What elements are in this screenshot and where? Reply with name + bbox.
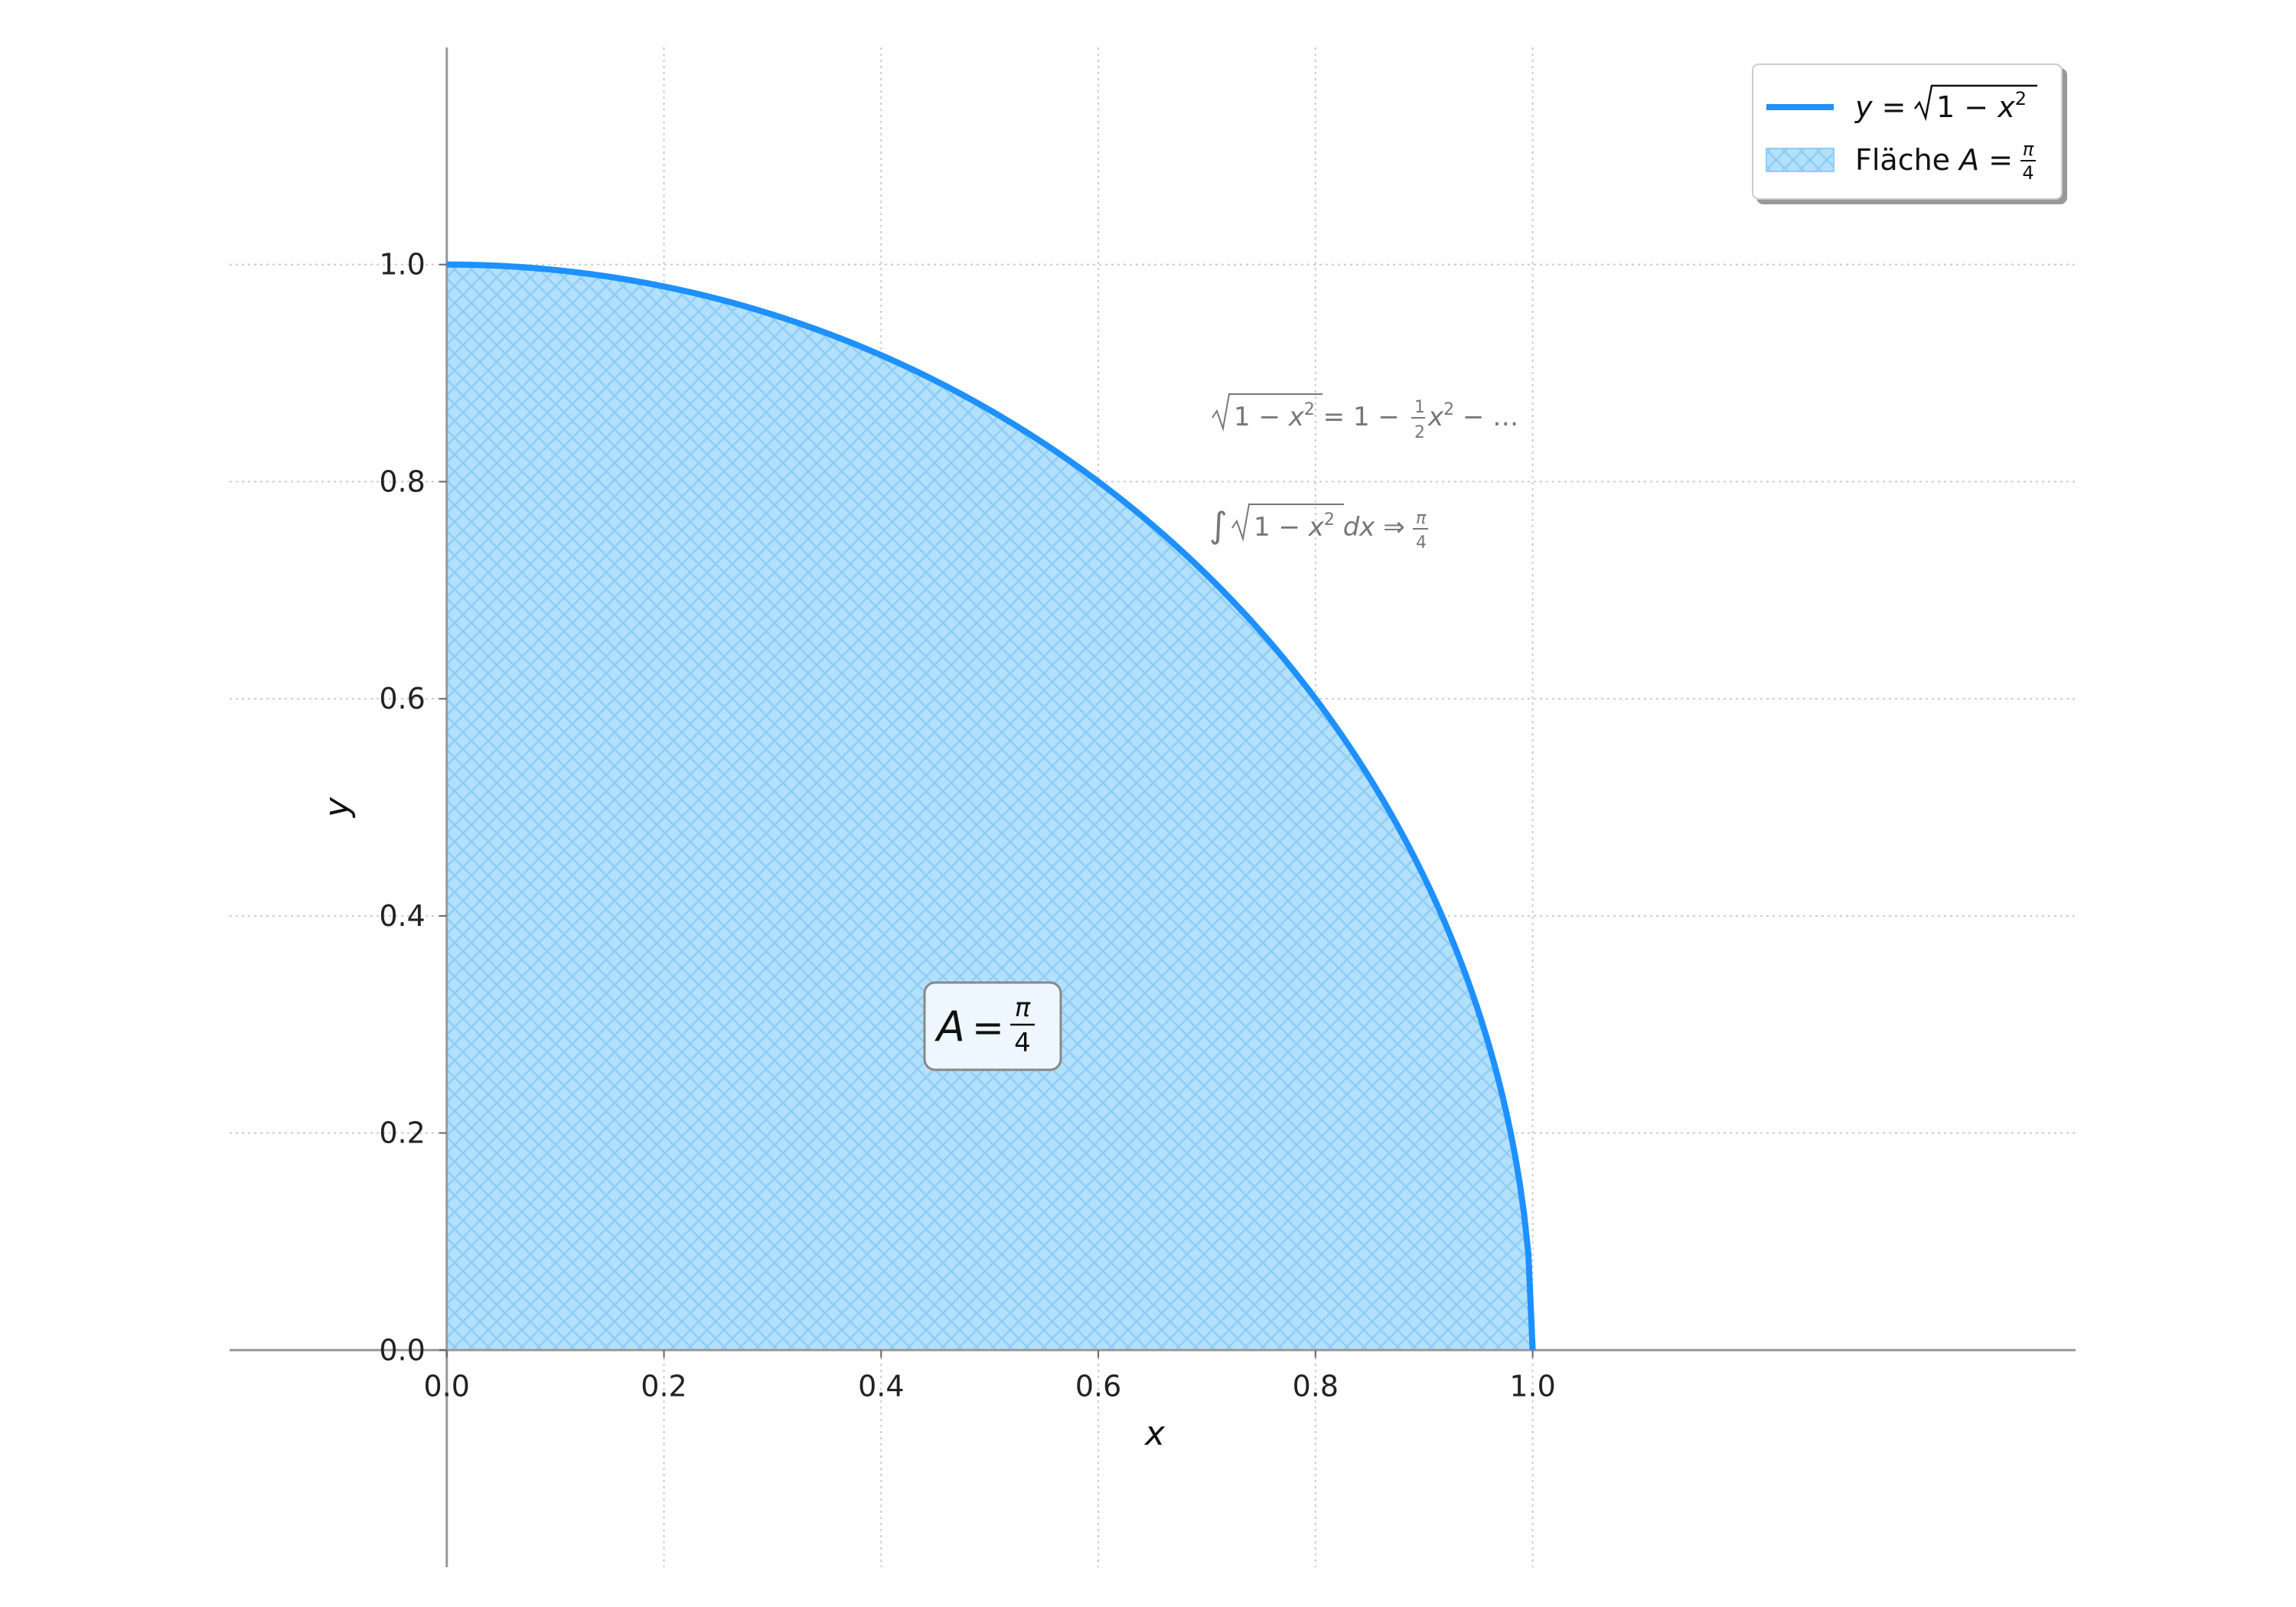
y-tick-label-2: 0.4	[379, 899, 425, 933]
svg-text:π: π	[1015, 993, 1031, 1023]
legend-entry-curve: y =	[1854, 90, 1906, 124]
integral-annotation: ∫ 1 − x2 dx ⇒ π 4	[1209, 504, 1428, 553]
svg-text:A: A	[934, 1002, 965, 1051]
x-tick-label-5: 1.0	[1509, 1369, 1555, 1403]
y-tick-label-3: 0.6	[379, 682, 425, 715]
svg-text:π: π	[2023, 139, 2034, 160]
svg-text:1 − x2: 1 − x2	[1936, 88, 2027, 124]
area-layer	[446, 264, 1533, 1351]
y-tick-label-5: 1.0	[379, 248, 425, 282]
svg-text:4: 4	[1416, 533, 1427, 553]
area-label: A = π 4	[923, 981, 1062, 1071]
svg-text:∫: ∫	[1209, 504, 1228, 546]
y-tick-label-1: 0.2	[379, 1116, 425, 1150]
svg-text:4: 4	[2022, 162, 2033, 184]
x-tick-label-2: 0.4	[858, 1369, 904, 1403]
tick-labels: 0.0 0.2 0.4 0.6 0.8 1.0 0.0 0.2 0.4 0.6 0.8 1.0	[379, 248, 1555, 1403]
y-tick-label-4: 0.8	[379, 464, 425, 498]
x-axis-label: x	[1143, 1414, 1166, 1453]
x-tick-label-3: 0.6	[1075, 1369, 1121, 1403]
svg-text:1 − x2 = 1 −: 1 − x2 = 1 −	[1234, 400, 1400, 432]
svg-text:4: 4	[1014, 1028, 1031, 1058]
line-layer	[443, 261, 1536, 1351]
svg-text:=: =	[972, 1006, 1004, 1050]
x-tick-label-4: 0.8	[1293, 1369, 1339, 1403]
axes	[230, 47, 2076, 1567]
svg-text:1: 1	[1414, 398, 1425, 417]
legend-entry-area: Fläche A =	[1855, 143, 2013, 177]
area-fill	[446, 264, 1533, 1351]
svg-text:x2 − …: x2 − …	[1427, 400, 1518, 432]
series-expansion-annotation: 1 − x2 = 1 − 1 2 x2 − …	[1212, 393, 1518, 442]
legend-area-swatch	[1766, 148, 1835, 172]
svg-text:1 − x2 dx ⇒: 1 − x2 dx ⇒	[1254, 510, 1405, 543]
x-tick-label-1: 0.2	[641, 1369, 687, 1403]
y-axis-label: y	[318, 797, 357, 819]
svg-text:π: π	[1416, 509, 1427, 528]
y-tick-label-0: 0.0	[379, 1333, 425, 1367]
x-tick-label-0: 0.0	[424, 1369, 470, 1403]
svg-text:2: 2	[1414, 423, 1425, 442]
series-line-curve	[443, 261, 1536, 1351]
legend: y = 1 − x2 Fläche A = π 4	[1752, 64, 2063, 200]
